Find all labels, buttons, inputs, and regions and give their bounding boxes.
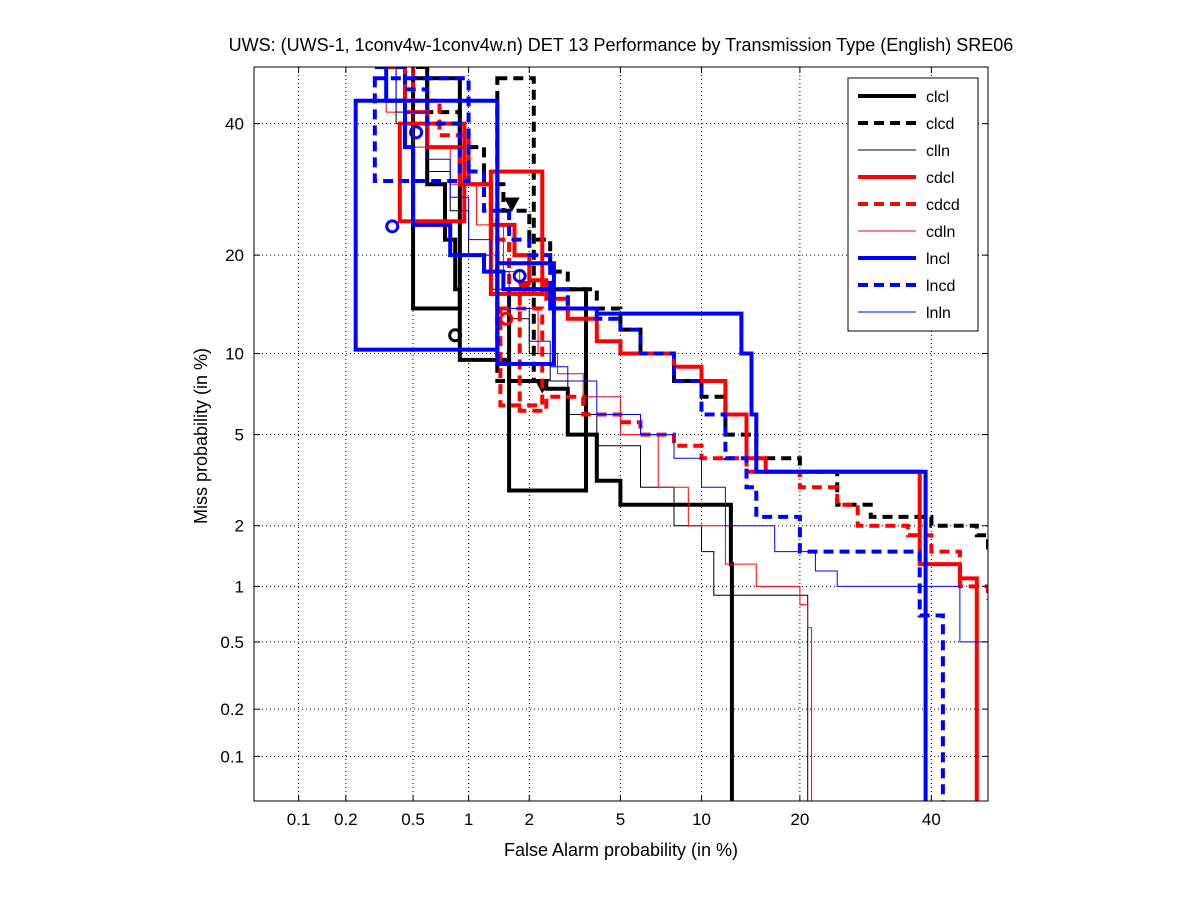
legend-label-clcd: clcd bbox=[926, 116, 954, 133]
legend-label-lncd: lncd bbox=[926, 278, 955, 295]
min-dcf-marker-lncl bbox=[512, 268, 527, 283]
axes-frame bbox=[253, 66, 989, 802]
act-dcf-marker-clcd bbox=[503, 197, 520, 213]
min-dcf-marker-lncd bbox=[409, 125, 424, 140]
x-tick-label: 40 bbox=[922, 810, 941, 829]
series-lncl bbox=[353, 67, 928, 801]
series-lnln bbox=[386, 67, 988, 643]
y-tick-label: 2 bbox=[235, 517, 244, 536]
y-tick-label: 40 bbox=[225, 115, 244, 134]
data-layer bbox=[353, 67, 988, 801]
confidence-box-lncd bbox=[372, 76, 471, 184]
chart-title: UWS: (UWS-1, 1conv4w-1conv4w.n) DET 13 P… bbox=[229, 35, 1014, 55]
x-tick-label: 0.1 bbox=[287, 810, 311, 829]
x-tick-label: 2 bbox=[525, 810, 534, 829]
confidence-box-lncl bbox=[495, 261, 556, 366]
legend-label-cdcl: cdcl bbox=[926, 170, 954, 187]
x-tick-label: 5 bbox=[616, 810, 625, 829]
legend-label-clln: clln bbox=[926, 143, 950, 160]
y-axis-label: Miss probability (in %) bbox=[191, 348, 211, 524]
tick-layer: 0.1 0.2 0.5 1 2 5 10 20 40 0.1 0.2 0.5 1 2 5 10 20 40 bbox=[220, 67, 988, 829]
legend: clcl clcd clln cdcl cdcd cdln lncl lncd lnln bbox=[847, 77, 979, 332]
x-tick-label: 10 bbox=[692, 810, 711, 829]
min-dcf-marker-lncl bbox=[385, 219, 400, 234]
series-lncd bbox=[372, 67, 945, 801]
legend-label-clcl: clcl bbox=[926, 89, 949, 106]
legend-label-cdcd: cdcd bbox=[926, 197, 960, 214]
y-tick-label: 0.2 bbox=[220, 700, 244, 719]
confidence-box-cdcl bbox=[397, 121, 467, 224]
legend-label-cdln: cdln bbox=[926, 224, 955, 241]
det-curve-cdcd bbox=[396, 67, 988, 600]
y-tick-label: 20 bbox=[225, 246, 244, 265]
legend-label-lncl: lncl bbox=[926, 251, 950, 268]
confidence-box-clcd bbox=[495, 76, 536, 384]
x-tick-label: 1 bbox=[464, 810, 473, 829]
min-dcf-marker-clcl bbox=[448, 328, 463, 343]
y-tick-label: 5 bbox=[235, 426, 244, 445]
y-tick-label: 10 bbox=[225, 344, 244, 363]
min-dcf-marker-cdcd bbox=[499, 311, 514, 326]
det-curve-lncl bbox=[374, 67, 928, 801]
x-axis-label: False Alarm probability (in %) bbox=[504, 840, 738, 860]
x-tick-label: 20 bbox=[790, 810, 809, 829]
x-tick-label: 0.5 bbox=[401, 810, 425, 829]
y-tick-label: 1 bbox=[235, 577, 244, 596]
x-tick-label: 0.2 bbox=[334, 810, 358, 829]
legend-label-lnln: lnln bbox=[926, 305, 951, 322]
det-curve-lncd bbox=[396, 67, 945, 801]
y-tick-label: 0.5 bbox=[220, 633, 244, 652]
det-curve-lnln bbox=[386, 67, 988, 643]
y-tick-label: 0.1 bbox=[220, 747, 244, 766]
